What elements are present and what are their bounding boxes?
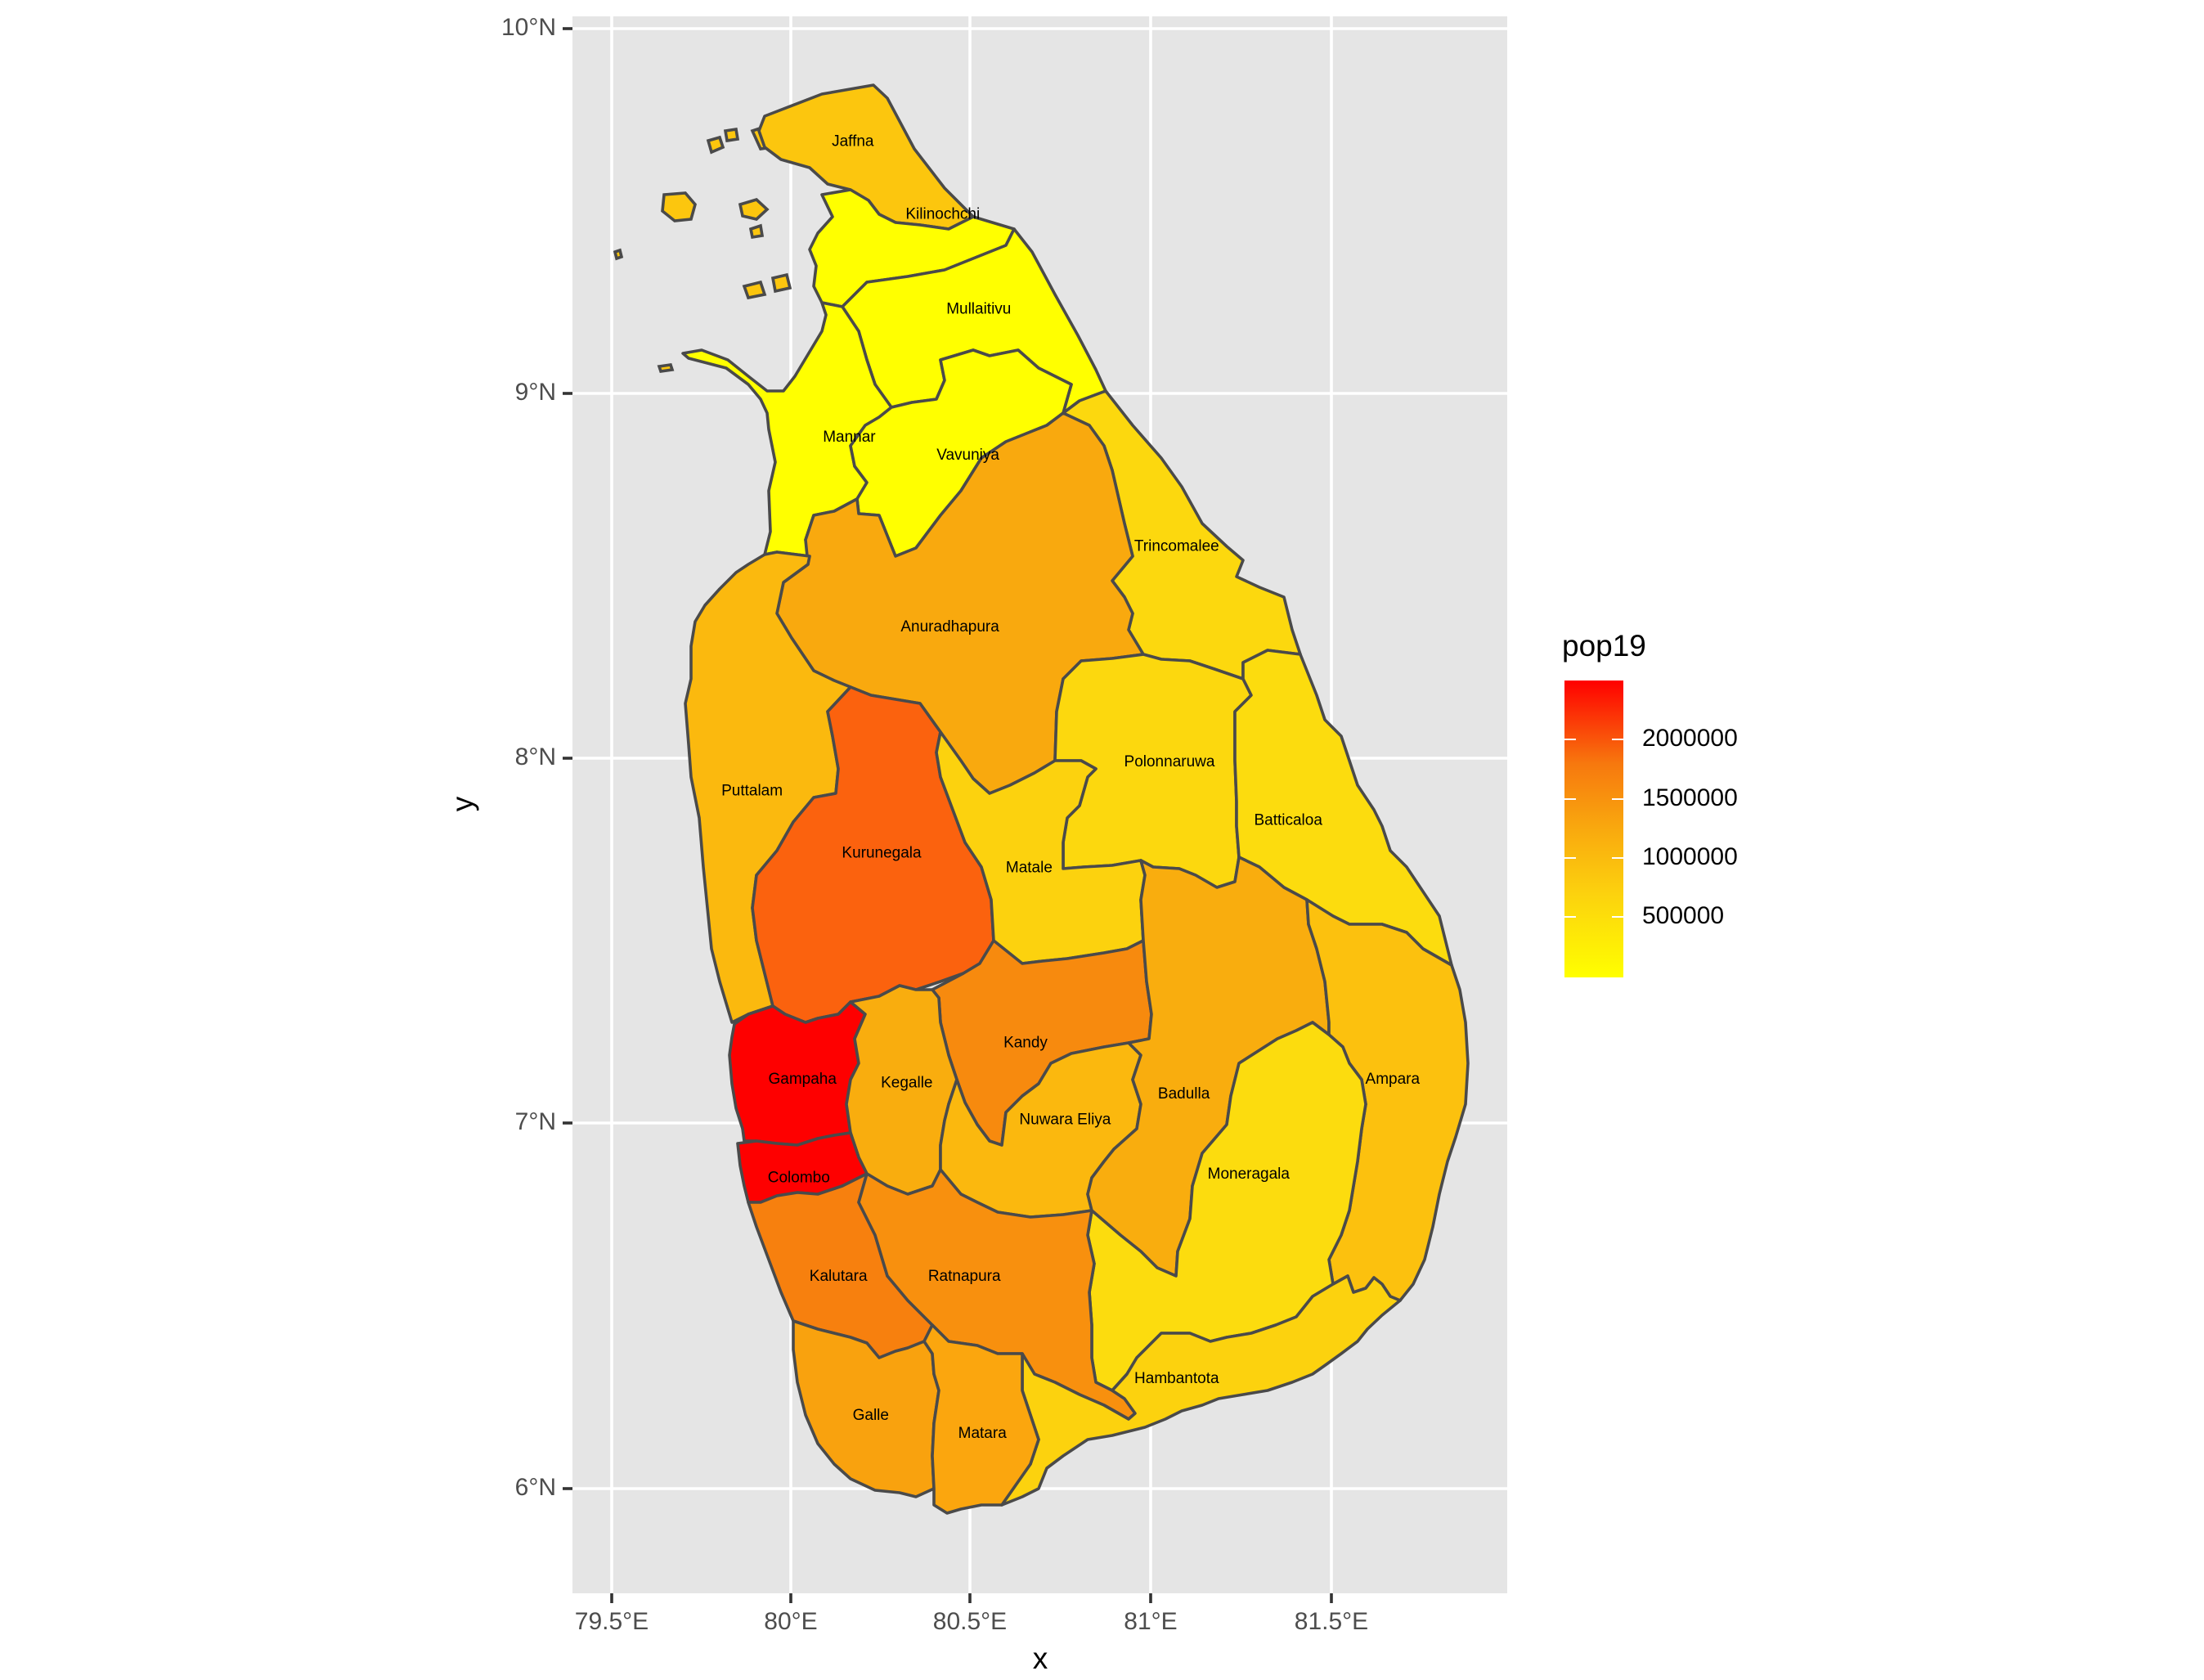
district-label-ratnapura: Ratnapura (928, 1268, 1001, 1285)
district-label-jaffna: Jaffna (832, 133, 874, 150)
y-axis-title: y (446, 796, 479, 811)
district-labels: Jaffna Kilinochchi Mullaitivu Mannar Vavuniy… (721, 133, 1420, 1442)
islet (723, 127, 740, 143)
axis-ticks (563, 27, 1333, 1603)
district-label-kandy: Kandy (1003, 1035, 1048, 1052)
district-kurunegala (751, 685, 995, 1024)
y-tick-label: 10°N (501, 14, 556, 41)
district-label-moneragala: Moneragala (1208, 1166, 1291, 1183)
islet (613, 248, 624, 261)
district-label-polonnaruwa: Polonnaruwa (1124, 753, 1215, 770)
district-label-hambantota: Hambantota (1134, 1370, 1219, 1387)
legend-colorbar (1564, 681, 1623, 977)
district-label-nuwara-eliya: Nuwara Eliya (1019, 1111, 1111, 1128)
legend-label: 500000 (1642, 902, 1724, 929)
islet (706, 135, 725, 155)
district-label-batticaloa: Batticaloa (1254, 811, 1322, 829)
x-tick-label: 80.5°E (933, 1608, 1007, 1635)
legend-label: 1500000 (1642, 784, 1738, 811)
district-label-mullaitivu: Mullaitivu (946, 301, 1011, 318)
district-label-kurunegala: Kurunegala (842, 845, 922, 862)
y-tick-label: 8°N (515, 743, 556, 770)
x-tick-label: 81.5°E (1295, 1608, 1368, 1635)
islet (657, 363, 675, 373)
islet (738, 197, 770, 221)
district-label-mannar: Mannar (823, 429, 876, 446)
district-label-kilinochchi: Kilinochchi (905, 206, 980, 223)
district-label-vavuniya: Vavuniya (936, 447, 999, 464)
district-label-puttalam: Puttalam (721, 783, 783, 800)
district-label-colombo: Colombo (768, 1170, 830, 1187)
y-tick-label: 9°N (515, 379, 556, 406)
x-tick-label: 79.5°E (575, 1608, 649, 1635)
district-label-badulla: Badulla (1158, 1085, 1210, 1103)
y-tick-label: 7°N (515, 1108, 556, 1135)
district-hambantota (1000, 1274, 1402, 1507)
legend: pop19 2000000 1500000 1000000 500000 (1562, 629, 1738, 977)
district-matara (922, 1323, 1040, 1515)
districts (613, 83, 1470, 1515)
islet (742, 280, 767, 300)
y-tick-label: 6°N (515, 1474, 556, 1501)
district-label-anuradhapura: Anuradhapura (900, 618, 999, 636)
islet (770, 272, 792, 294)
district-label-kalutara: Kalutara (810, 1268, 868, 1285)
legend-label: 2000000 (1642, 725, 1738, 752)
district-label-galle: Galle (853, 1407, 889, 1424)
district-label-kegalle: Kegalle (881, 1075, 932, 1092)
x-axis-title: x (1033, 1642, 1048, 1675)
x-tick-label: 81°E (1124, 1608, 1177, 1635)
islet (661, 191, 697, 222)
district-label-matara: Matara (958, 1425, 1008, 1442)
district-label-gampaha: Gampaha (768, 1071, 837, 1088)
islet (748, 223, 765, 240)
district-label-trincomalee: Trincomalee (1134, 538, 1219, 555)
district-label-ampara: Ampara (1366, 1071, 1421, 1088)
legend-title: pop19 (1562, 629, 1646, 663)
x-tick-label: 80°E (764, 1608, 817, 1635)
district-label-matale: Matale (1006, 859, 1053, 876)
legend-label: 1000000 (1642, 843, 1738, 870)
